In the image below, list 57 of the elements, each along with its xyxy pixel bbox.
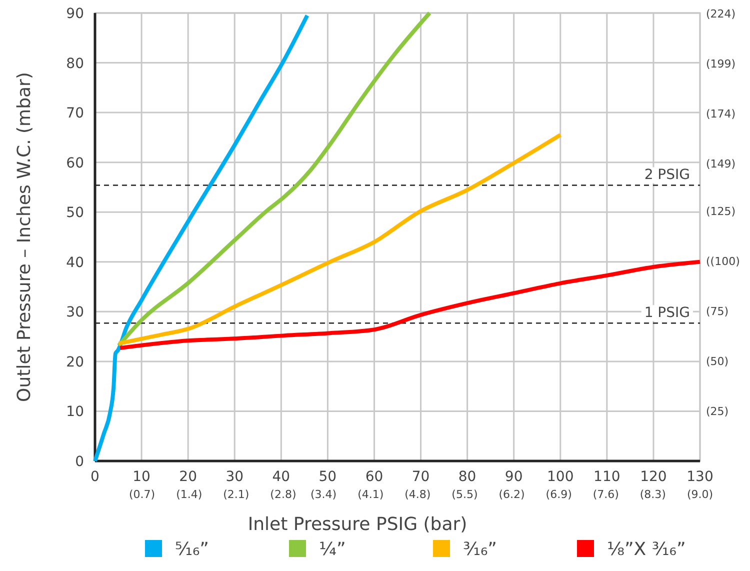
x2-tick-label: (5.5) bbox=[452, 488, 478, 501]
y-tick-label: 20 bbox=[66, 354, 84, 370]
y-tick-label: 40 bbox=[66, 254, 84, 271]
x2-tick-label: (3.4) bbox=[310, 488, 337, 501]
x-tick-label: 30 bbox=[226, 469, 244, 485]
x-tick-label: 0 bbox=[90, 469, 100, 485]
x-tick-label: 10 bbox=[132, 469, 150, 485]
x-tick-label: 130 bbox=[686, 469, 714, 485]
y-tick-label: 80 bbox=[66, 56, 84, 72]
y2-tick-label: (224) bbox=[706, 7, 736, 20]
x-tick-label: 20 bbox=[179, 469, 197, 485]
y2-tick-label: (149) bbox=[706, 157, 736, 170]
x2-tick-label: (0.7) bbox=[129, 488, 156, 501]
y-tick-label: 10 bbox=[66, 404, 84, 420]
y-tick-label: 30 bbox=[66, 304, 84, 321]
x2-tick-label: (8.3) bbox=[640, 488, 666, 501]
x2-tick-label: (1.4) bbox=[176, 488, 202, 501]
y2-tick-label: ((100) bbox=[706, 255, 740, 268]
legend-label: ⁵⁄₁₆” bbox=[175, 539, 209, 560]
x-tick-label: 120 bbox=[640, 469, 667, 485]
x2-tick-label: (4.1) bbox=[358, 488, 384, 501]
y2-tick-label: (25) bbox=[706, 405, 729, 418]
line-series bbox=[116, 11, 432, 348]
x2-tick-label: (4.8) bbox=[404, 488, 431, 501]
y-tick-label: 90 bbox=[66, 6, 84, 22]
legend-label: ⅛”X ³⁄₁₆” bbox=[607, 539, 686, 560]
x-tick-label: 100 bbox=[547, 469, 574, 485]
x-tick-label: 90 bbox=[504, 469, 523, 485]
ref-line-label: 2 PSIG bbox=[644, 167, 690, 184]
x-tick-label: 50 bbox=[318, 469, 337, 485]
x2-tick-label: (6.2) bbox=[498, 488, 525, 501]
x2-tick-label: (6.9) bbox=[546, 488, 572, 501]
y2-tick-label: (75) bbox=[706, 305, 729, 318]
x2-tick-label: (7.6) bbox=[592, 488, 619, 501]
y2-tick-label: (174) bbox=[706, 107, 736, 120]
ref-line-label: 1 PSIG bbox=[644, 305, 690, 322]
x-tick-label: 110 bbox=[594, 469, 620, 485]
y-tick-label: 50 bbox=[66, 205, 84, 222]
x-tick-label: 40 bbox=[272, 469, 290, 485]
legend-label: ¼” bbox=[319, 539, 346, 560]
x-tick-label: 70 bbox=[412, 469, 430, 485]
line-series bbox=[118, 260, 702, 350]
y-axis-title: Outlet Pressure – Inches W.C. (mbar) bbox=[14, 72, 35, 402]
x-tick-label: 60 bbox=[365, 469, 384, 485]
x2-tick-label: (2.8) bbox=[270, 488, 296, 501]
x-axis-title: Inlet Pressure PSIG (bar) bbox=[248, 514, 468, 535]
y-tick-label: 0 bbox=[75, 454, 84, 470]
x-tick-label: 80 bbox=[458, 469, 476, 485]
x2-tick-label: (2.1) bbox=[223, 488, 250, 501]
y2-tick-label: (125) bbox=[706, 205, 736, 218]
legend-label: ³⁄₁₆” bbox=[463, 539, 497, 560]
y2-tick-label: (50) bbox=[706, 355, 729, 368]
y-tick-label: 60 bbox=[66, 155, 84, 172]
line-series bbox=[116, 132, 562, 346]
x2-tick-label: (9.0) bbox=[686, 488, 714, 501]
y2-tick-label: (199) bbox=[706, 57, 736, 70]
y-tick-label: 70 bbox=[66, 106, 84, 122]
